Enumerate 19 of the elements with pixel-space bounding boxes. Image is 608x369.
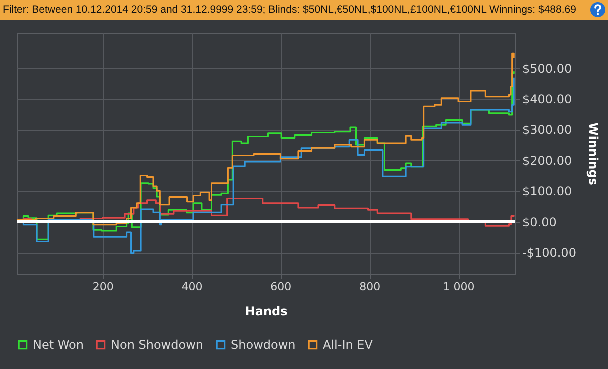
x-tick-label: 200 [92,280,114,294]
y-tick-label: $200.00 [522,154,572,168]
x-tick-label: 800 [360,280,381,294]
y-tick-label: -$100.00 [522,246,576,260]
y-tick-label: $100.00 [522,184,572,199]
legend-label: Net Won [33,338,84,352]
y-tick-label: $300.00 [522,123,572,138]
legend-label: All-In EV [323,338,374,352]
y-tick-label: $500.00 [522,62,572,76]
x-tick-label: 600 [270,280,292,294]
x-tick-label: 400 [182,280,203,294]
x-axis-title: Hands [245,304,288,318]
x-tick-label: 1 000 [443,280,475,294]
legend-label: Showdown [231,338,296,352]
legend-label: Non Showdown [111,338,204,352]
y-tick-label: $0.00 [522,215,557,230]
y-axis-title: Winnings [586,122,600,186]
chart-title: Filter: Between 10.12.2014 20:59 and 31.12.9999 23:59; Blinds: $50NL,€50NL,$100NL,£100NL,€100NL Winnings: $488.69 [3,4,576,16]
y-tick-label: $400.00 [522,92,572,107]
